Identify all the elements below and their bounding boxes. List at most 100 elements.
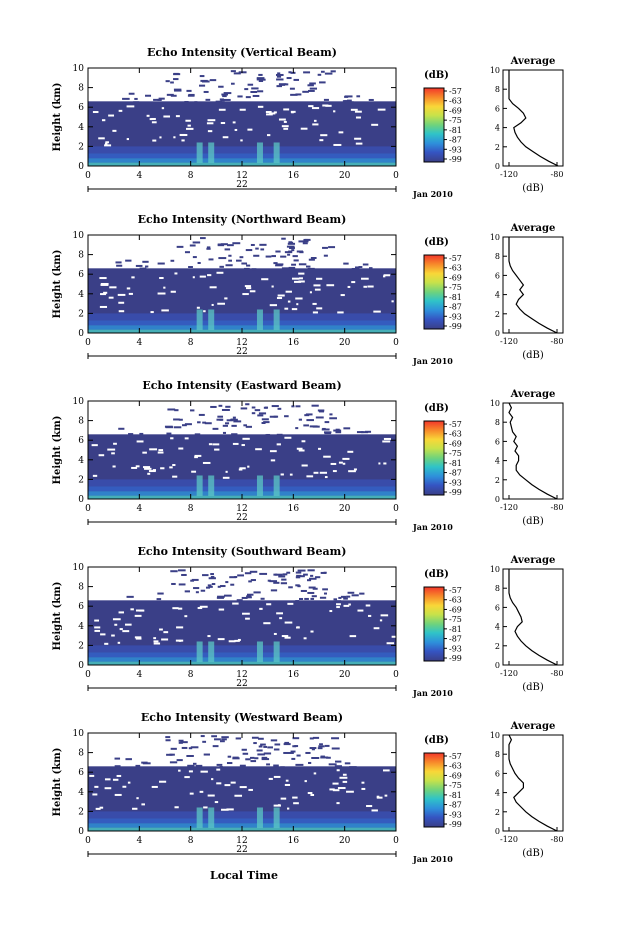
echo-gap bbox=[323, 455, 331, 458]
echo-gap bbox=[300, 127, 308, 130]
echo-gap bbox=[118, 611, 124, 614]
echo-gap bbox=[234, 128, 238, 131]
echo-gap bbox=[336, 606, 340, 609]
echo-gap bbox=[377, 108, 386, 111]
echo-gap bbox=[351, 281, 356, 284]
echo-gap bbox=[187, 124, 191, 127]
echo-gap bbox=[312, 123, 319, 126]
echo-cell bbox=[116, 264, 123, 267]
profile-y-tick-label: 10 bbox=[490, 731, 500, 740]
echo-gap bbox=[391, 300, 394, 303]
echo-gap bbox=[104, 787, 112, 790]
echo-gap bbox=[240, 139, 243, 142]
echo-cell bbox=[350, 101, 354, 104]
echo-gap bbox=[118, 109, 123, 112]
date-month-year: Jan 2010 bbox=[412, 189, 453, 199]
colorbar-tick-label: -81 bbox=[449, 625, 462, 634]
echo-cell bbox=[319, 743, 323, 746]
echo-gap bbox=[306, 475, 314, 478]
echo-gap bbox=[259, 607, 263, 610]
echo-cell bbox=[279, 83, 286, 86]
colorbar-tick-label: -81 bbox=[449, 459, 462, 468]
echo-cell bbox=[251, 268, 257, 271]
echo-cell bbox=[293, 259, 299, 262]
echo-cell bbox=[221, 736, 229, 739]
echo-cell bbox=[214, 738, 221, 741]
echo-cell bbox=[269, 580, 278, 583]
echo-gap bbox=[174, 272, 178, 275]
colorbar-tick-label: -63 bbox=[449, 430, 462, 439]
echo-gap bbox=[174, 806, 179, 809]
profile-y-tick-label: 4 bbox=[495, 623, 500, 632]
echo-cell bbox=[207, 584, 212, 587]
echo-cell bbox=[291, 757, 296, 760]
echo-cell bbox=[260, 743, 266, 746]
echo-cell bbox=[256, 77, 265, 80]
echo-cell bbox=[199, 84, 206, 87]
echo-cell bbox=[239, 764, 246, 767]
echo-gap bbox=[232, 121, 236, 124]
echo-cell bbox=[241, 748, 247, 751]
echo-cell bbox=[274, 743, 281, 746]
echo-cell bbox=[216, 763, 223, 766]
echo-gap bbox=[342, 462, 346, 465]
echo-cell bbox=[303, 573, 308, 576]
echo-cell bbox=[205, 586, 211, 589]
echo-cell bbox=[208, 258, 214, 261]
echo-cell bbox=[368, 98, 374, 101]
echo-gap bbox=[284, 783, 291, 786]
profile-y-tick-label: 4 bbox=[495, 457, 500, 466]
echo-cell bbox=[206, 247, 211, 250]
echo-cell bbox=[346, 595, 351, 598]
echo-plume-1 bbox=[208, 641, 215, 663]
x-tick-label: 0 bbox=[85, 670, 91, 680]
echo-gap bbox=[149, 118, 153, 121]
echo-cell bbox=[230, 583, 235, 586]
echo-cell bbox=[235, 737, 242, 740]
echo-cell bbox=[219, 766, 223, 769]
x-tick-label: 8 bbox=[188, 171, 194, 181]
echo-gap bbox=[158, 449, 164, 452]
profile-x-tick-label: -120 bbox=[500, 337, 518, 346]
echo-cell bbox=[317, 73, 322, 76]
date-month-year: Jan 2010 bbox=[412, 688, 453, 698]
echo-gap bbox=[170, 437, 174, 440]
echo-cell bbox=[295, 763, 304, 766]
echo-cell bbox=[296, 250, 304, 253]
colorbar bbox=[423, 752, 445, 828]
x-tick-label: 12 bbox=[236, 171, 247, 181]
echo-cell bbox=[369, 267, 373, 270]
echo-cell bbox=[251, 87, 259, 90]
echo-gap bbox=[214, 448, 220, 451]
echo-cell bbox=[335, 428, 340, 431]
echo-cell bbox=[211, 583, 216, 586]
echo-cell bbox=[273, 573, 278, 576]
echo-gap bbox=[354, 137, 362, 140]
x-tick-label: 4 bbox=[136, 504, 142, 514]
echo-cell bbox=[170, 747, 177, 750]
echo-gap bbox=[346, 790, 354, 793]
profile-y-tick-label: 10 bbox=[490, 399, 500, 408]
echo-cell bbox=[225, 422, 230, 425]
echo-cell bbox=[290, 751, 294, 754]
echo-gap bbox=[324, 476, 328, 479]
echo-gap bbox=[226, 808, 234, 811]
echo-gap bbox=[361, 787, 366, 790]
echo-plume-1 bbox=[208, 475, 215, 497]
echo-cell bbox=[223, 98, 231, 101]
echo-gap bbox=[148, 470, 156, 473]
echo-gap bbox=[283, 127, 289, 130]
colorbar bbox=[423, 420, 445, 496]
echo-cell bbox=[286, 77, 292, 80]
echo-cell bbox=[261, 756, 268, 759]
echo-gap bbox=[338, 131, 344, 134]
echo-gap bbox=[151, 121, 157, 124]
echo-cell bbox=[309, 737, 314, 740]
echo-gap bbox=[163, 115, 171, 118]
echo-gap bbox=[332, 789, 340, 792]
echo-gap bbox=[207, 794, 215, 797]
echo-gap bbox=[222, 476, 230, 479]
echo-cell bbox=[145, 94, 152, 97]
echo-cell bbox=[277, 72, 281, 75]
